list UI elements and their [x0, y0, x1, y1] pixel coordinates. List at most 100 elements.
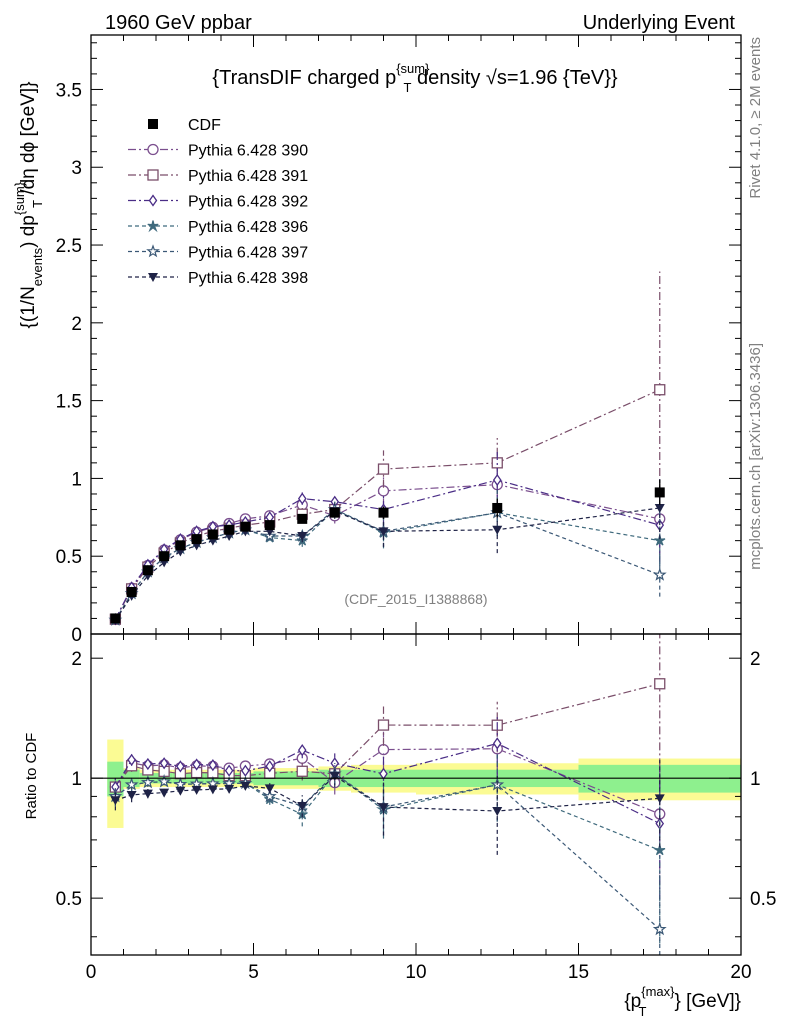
series-layer — [108, 271, 667, 955]
data-point — [654, 534, 666, 546]
ratio-point — [176, 760, 185, 773]
ratio-point — [207, 785, 218, 795]
ratio-point — [297, 802, 308, 812]
data-point — [492, 525, 503, 535]
ratio-point — [127, 753, 136, 767]
rivet-label: Rivet 4.1.0, ≥ 2M events — [747, 37, 764, 199]
legend: CDF Pythia 6.428 390 Pythia 6.428 391 Pythi… — [128, 117, 308, 287]
cdf-point — [207, 529, 218, 540]
legend-label: Pythia 6.428 396 — [188, 219, 308, 236]
legend-marker — [148, 194, 158, 207]
ratio-point — [262, 789, 277, 803]
y-tick-label: 0 — [71, 625, 82, 646]
y-tick-label: 3 — [71, 158, 82, 179]
ratio-y-tick-label: 1 — [71, 769, 82, 790]
x-axis-label: {p{max} T} [GeV]} — [624, 984, 741, 1019]
y-axis-label: {(1/Nevents) dp{sum} T /dη dϕ [GeV]} — [12, 82, 45, 329]
series-pythia-6-428-390 — [109, 456, 666, 886]
ratio-point — [240, 781, 251, 791]
ratio-point — [377, 743, 390, 756]
legend-marker — [147, 220, 159, 233]
ratio-point — [159, 757, 169, 770]
cdf-point — [224, 524, 235, 535]
cdf-point — [126, 586, 137, 597]
y-tick-label: 1.5 — [56, 392, 82, 413]
legend-marker — [147, 169, 159, 181]
legend-label: Pythia 6.428 392 — [188, 194, 308, 211]
header-right: Underlying Event — [583, 12, 736, 34]
ratio-point — [143, 757, 153, 771]
data-point — [297, 492, 307, 505]
data-point — [378, 527, 389, 537]
ratio-point — [654, 842, 666, 856]
y-tick-label: 0.5 — [56, 547, 82, 568]
x-tick-label: 5 — [248, 962, 259, 983]
data-point — [652, 567, 667, 581]
series-pythia-6-428-396 — [109, 489, 666, 944]
ratio-point — [191, 785, 202, 795]
ratio-point — [377, 719, 390, 731]
ratio-point — [157, 774, 172, 788]
header-left: 1960 GeV ppbar — [105, 12, 252, 34]
cdf-point — [264, 520, 275, 531]
legend-label: CDF — [188, 117, 221, 134]
data-point — [377, 463, 390, 475]
ratio-y-tick-label-right: 1 — [750, 769, 761, 790]
ratio-point — [208, 759, 218, 772]
legend-label: Pythia 6.428 390 — [188, 143, 308, 160]
ratio-point — [378, 803, 389, 813]
ratio-point — [224, 784, 235, 794]
axes-layer: 0 5 10 15 20 0 0.5 1 1.5 2 2.5 3 3.5 0.5 0.5 1 1 2 2 — [56, 34, 776, 983]
ratio-point — [159, 788, 170, 798]
cdf-point — [492, 502, 503, 513]
y-tick-label: 2.5 — [56, 236, 82, 257]
ratio-point — [264, 784, 275, 794]
ratio-point — [654, 794, 665, 804]
legend-label: Pythia 6.428 398 — [188, 270, 308, 287]
ratio-point — [492, 737, 502, 750]
data-point — [654, 503, 665, 513]
cdf-point — [142, 565, 153, 576]
ratio-point — [492, 807, 503, 817]
legend-label: Pythia 6.428 391 — [188, 168, 308, 185]
ratio-point — [192, 758, 201, 771]
ratio-point — [110, 796, 121, 806]
ratio-point — [124, 777, 139, 791]
x-tick-label: 0 — [86, 962, 97, 983]
ratio-y-tick-label-right: 2 — [750, 649, 761, 670]
data-point — [654, 384, 666, 396]
cdf-point — [329, 507, 340, 518]
cdf-point — [159, 551, 170, 562]
ratio-point — [140, 775, 155, 789]
ratio-y-axis-label: Ratio to CDF — [23, 733, 40, 820]
ratio-point — [175, 786, 186, 796]
cdf-point — [110, 613, 121, 624]
cdf-point — [175, 540, 186, 551]
ratio-point — [126, 790, 137, 800]
ratio-series-line — [115, 773, 661, 930]
ratio-point — [652, 922, 667, 936]
ratio-point — [265, 760, 275, 773]
chart-title: {TransDIF charged p{sum} T density √s=1.9… — [212, 61, 617, 95]
ratio-point — [224, 764, 234, 777]
ratio-point — [297, 744, 307, 757]
cdf-point — [654, 487, 665, 498]
legend-marker — [148, 273, 158, 282]
y-tick-label: 2 — [71, 314, 82, 335]
cdf-point — [240, 521, 251, 532]
cdf-point — [191, 534, 202, 545]
data-point — [492, 473, 502, 487]
cdf-point — [297, 513, 308, 524]
mcplots-label: mcplots.cern.ch [arXiv:1306.3436] — [747, 343, 764, 570]
legend-label: Pythia 6.428 397 — [188, 245, 308, 262]
legend-marker — [147, 143, 159, 156]
y-tick-label: 3.5 — [56, 80, 82, 101]
x-tick-label: 10 — [405, 962, 426, 983]
series-line — [114, 389, 660, 620]
ratio-point — [173, 776, 188, 791]
data-point — [297, 531, 308, 541]
x-tick-label: 15 — [568, 962, 589, 983]
ratio-point — [142, 789, 153, 799]
y-tick-label: 1 — [71, 469, 82, 490]
